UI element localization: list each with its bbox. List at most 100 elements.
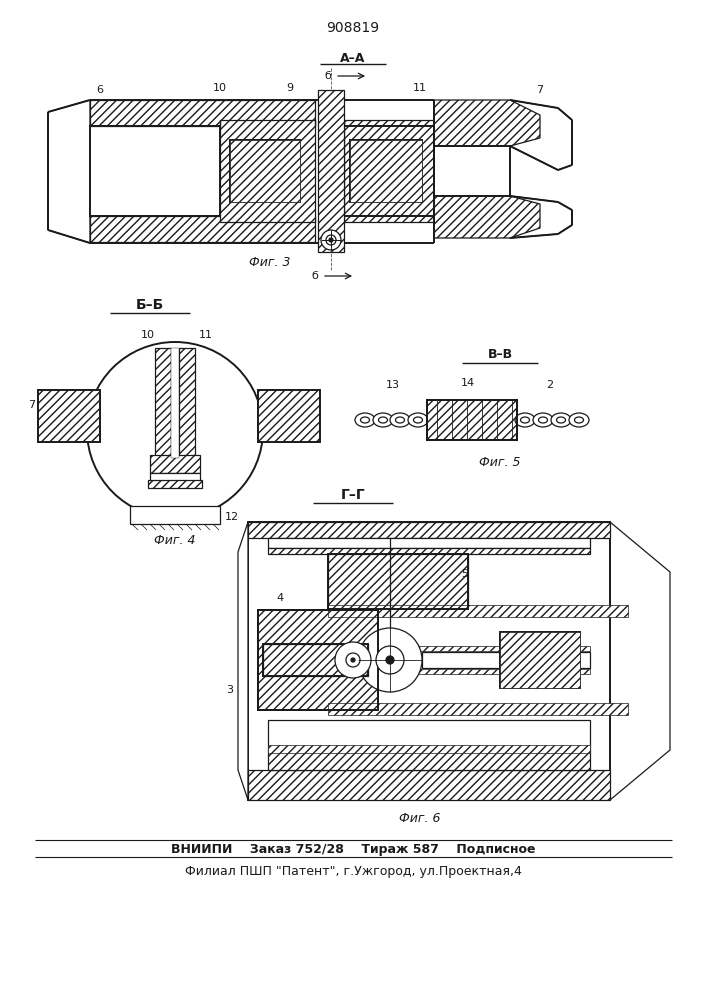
Bar xyxy=(179,348,195,458)
Text: 6: 6 xyxy=(96,85,103,95)
Bar xyxy=(171,348,179,458)
Bar xyxy=(130,506,220,524)
Text: ВНИИПИ    Заказ 752/28    Тираж 587    Подписное: ВНИИПИ Заказ 752/28 Тираж 587 Подписное xyxy=(171,842,535,856)
Text: Б–Б: Б–Б xyxy=(136,298,164,312)
Bar xyxy=(427,400,517,440)
Text: 7: 7 xyxy=(537,85,544,95)
Bar xyxy=(422,652,590,668)
Text: 14: 14 xyxy=(461,378,475,388)
Text: 11: 11 xyxy=(199,330,213,340)
Text: 5: 5 xyxy=(462,569,469,579)
Bar xyxy=(230,140,300,202)
Text: Фиг. 3: Фиг. 3 xyxy=(250,255,291,268)
Bar xyxy=(258,390,320,442)
Bar xyxy=(268,720,590,750)
Ellipse shape xyxy=(395,417,404,423)
Ellipse shape xyxy=(355,413,375,427)
Bar xyxy=(350,140,422,202)
Circle shape xyxy=(321,230,341,250)
Bar xyxy=(258,610,378,710)
Bar xyxy=(90,216,315,242)
Bar xyxy=(328,703,628,715)
Bar xyxy=(344,120,434,222)
Bar xyxy=(90,100,315,126)
Polygon shape xyxy=(434,196,540,238)
Text: 9: 9 xyxy=(286,83,293,93)
Text: 7: 7 xyxy=(28,400,35,410)
Text: 908819: 908819 xyxy=(327,21,380,35)
Polygon shape xyxy=(610,522,670,800)
Circle shape xyxy=(326,235,336,245)
Ellipse shape xyxy=(520,417,530,423)
Bar xyxy=(248,522,610,538)
Circle shape xyxy=(335,642,371,678)
Ellipse shape xyxy=(569,413,589,427)
Text: 10: 10 xyxy=(141,330,155,340)
Text: 3: 3 xyxy=(226,685,233,695)
Bar xyxy=(90,126,220,216)
Bar xyxy=(500,632,580,688)
Bar xyxy=(268,538,590,548)
Polygon shape xyxy=(434,100,540,146)
Bar xyxy=(328,554,468,609)
Bar xyxy=(148,480,202,488)
Text: 12: 12 xyxy=(225,512,239,522)
Ellipse shape xyxy=(575,417,583,423)
Bar xyxy=(150,455,200,473)
Polygon shape xyxy=(510,196,572,238)
Ellipse shape xyxy=(378,417,387,423)
Ellipse shape xyxy=(551,413,571,427)
Bar xyxy=(268,652,358,668)
Ellipse shape xyxy=(408,413,428,427)
Text: Фиг. 5: Фиг. 5 xyxy=(479,456,521,468)
Circle shape xyxy=(351,658,355,662)
Ellipse shape xyxy=(515,413,535,427)
Bar xyxy=(248,770,610,800)
Bar xyxy=(328,554,468,609)
Circle shape xyxy=(87,342,263,518)
Text: б: б xyxy=(312,271,318,281)
Text: 2: 2 xyxy=(547,380,554,390)
Bar xyxy=(38,390,100,442)
Text: Филиал ПШП "Патент", г.Ужгород, ул.Проектная,4: Филиал ПШП "Патент", г.Ужгород, ул.Проек… xyxy=(185,865,522,879)
Polygon shape xyxy=(238,522,248,800)
Bar xyxy=(220,120,315,222)
Ellipse shape xyxy=(556,417,566,423)
Bar xyxy=(350,140,422,202)
Polygon shape xyxy=(48,100,90,243)
Ellipse shape xyxy=(533,413,553,427)
Ellipse shape xyxy=(414,417,423,423)
Text: 13: 13 xyxy=(386,380,400,390)
Text: А–А: А–А xyxy=(340,51,366,64)
Bar xyxy=(427,400,517,440)
Text: 10: 10 xyxy=(213,83,227,93)
Text: б: б xyxy=(325,71,332,81)
Text: В–В: В–В xyxy=(487,349,513,361)
Circle shape xyxy=(358,628,422,692)
Text: Фиг. 6: Фиг. 6 xyxy=(399,812,440,824)
Bar xyxy=(318,90,344,252)
Bar xyxy=(328,605,628,617)
Bar xyxy=(258,610,378,710)
Ellipse shape xyxy=(539,417,547,423)
Bar xyxy=(268,669,590,674)
Circle shape xyxy=(329,238,333,242)
Bar xyxy=(500,632,580,688)
Bar xyxy=(155,348,171,458)
Bar xyxy=(230,140,300,202)
Text: 4: 4 xyxy=(276,593,284,603)
Bar xyxy=(268,750,590,770)
Bar xyxy=(263,644,368,676)
Bar xyxy=(268,646,590,651)
Ellipse shape xyxy=(373,413,393,427)
Text: 11: 11 xyxy=(413,83,427,93)
Text: Г–Г: Г–Г xyxy=(341,488,366,502)
Ellipse shape xyxy=(390,413,410,427)
Polygon shape xyxy=(510,100,572,170)
Circle shape xyxy=(376,646,404,674)
Ellipse shape xyxy=(361,417,370,423)
Text: Фиг. 4: Фиг. 4 xyxy=(154,534,196,546)
Bar xyxy=(150,473,200,481)
Bar xyxy=(268,548,590,554)
Bar xyxy=(248,522,610,800)
